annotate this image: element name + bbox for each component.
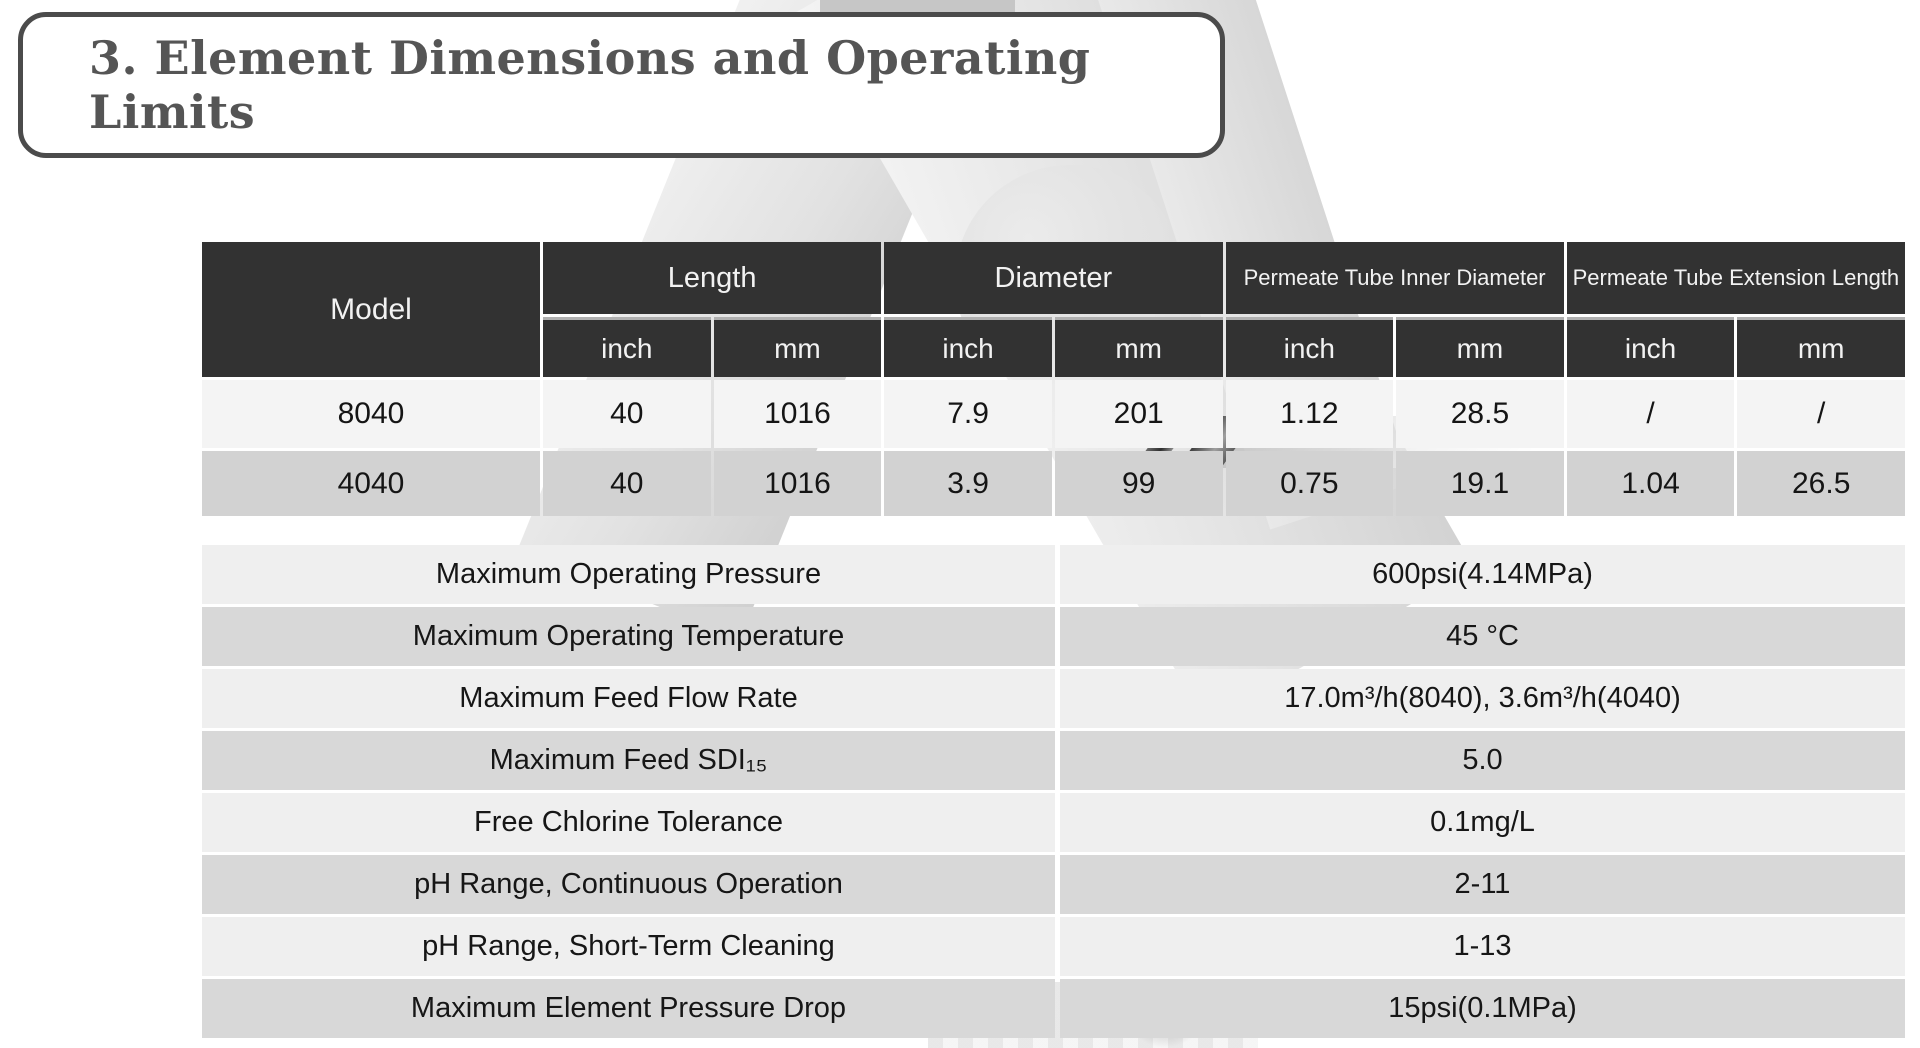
table-cell: 40 [543, 380, 711, 448]
table-cell: 1.04 [1566, 451, 1735, 516]
limit-label: pH Range, Continuous Operation [202, 855, 1055, 914]
limit-label: Free Chlorine Tolerance [202, 793, 1055, 852]
limit-value: 17.0m³/h(8040), 3.6m³/h(4040) [1060, 669, 1905, 728]
operating-limits-table: Maximum Operating Pressure 600psi(4.14MP… [202, 545, 1905, 1038]
unit-header: mm [1737, 317, 1905, 377]
dim-header-length: Length [543, 242, 882, 314]
dim-header-model: Model [202, 242, 540, 377]
model-cell: 4040 [202, 451, 540, 516]
table-cell: 0.75 [1225, 451, 1394, 516]
table-cell: 7.9 [884, 380, 1052, 448]
model-cell: 8040 [202, 380, 540, 448]
limit-value: 45 °C [1060, 607, 1905, 666]
table-cell: 1016 [713, 451, 882, 516]
limit-value: 2-11 [1060, 855, 1905, 914]
table-cell: 40 [543, 451, 711, 516]
limit-value: 0.1mg/L [1060, 793, 1905, 852]
limit-value: 600psi(4.14MPa) [1060, 545, 1905, 604]
limit-value: 1-13 [1060, 917, 1905, 976]
table-cell: 1.12 [1225, 380, 1394, 448]
table-cell: / [1737, 380, 1905, 448]
unit-header: inch [884, 317, 1052, 377]
unit-header: mm [713, 317, 882, 377]
table-cell: 99 [1054, 451, 1223, 516]
unit-header: mm [1054, 317, 1223, 377]
table-cell: 26.5 [1737, 451, 1905, 516]
section-title-box: 3. Element Dimensions and Operating Limi… [18, 12, 1225, 158]
dim-header-diameter: Diameter [884, 242, 1223, 314]
dimensions-table: Model Length Diameter Permeate Tube Inne… [202, 242, 1905, 516]
unit-header: inch [1566, 317, 1735, 377]
limit-label: Maximum Feed SDI₁₅ [202, 731, 1055, 790]
dim-header-permeate-tube-extension-length: Permeate Tube Extension Length [1566, 242, 1905, 314]
limit-label: Maximum Operating Pressure [202, 545, 1055, 604]
background-graphic-top-strip [820, 0, 1015, 14]
table-cell: 3.9 [884, 451, 1052, 516]
limit-label: Maximum Element Pressure Drop [202, 979, 1055, 1038]
table-cell: 19.1 [1396, 451, 1564, 516]
limit-label: pH Range, Short-Term Cleaning [202, 917, 1055, 976]
page-title: 3. Element Dimensions and Operating Limi… [89, 31, 1091, 139]
table-cell: 1016 [713, 380, 882, 448]
unit-header: inch [1225, 317, 1394, 377]
unit-header: mm [1396, 317, 1564, 377]
table-cell: 28.5 [1396, 380, 1564, 448]
table-cell: / [1566, 380, 1735, 448]
table-cell: 201 [1054, 380, 1223, 448]
limit-value: 15psi(0.1MPa) [1060, 979, 1905, 1038]
limit-label: Maximum Feed Flow Rate [202, 669, 1055, 728]
limit-value: 5.0 [1060, 731, 1905, 790]
unit-header: inch [543, 317, 711, 377]
dim-header-permeate-tube-inner-diameter: Permeate Tube Inner Diameter [1225, 242, 1564, 314]
limit-label: Maximum Operating Temperature [202, 607, 1055, 666]
